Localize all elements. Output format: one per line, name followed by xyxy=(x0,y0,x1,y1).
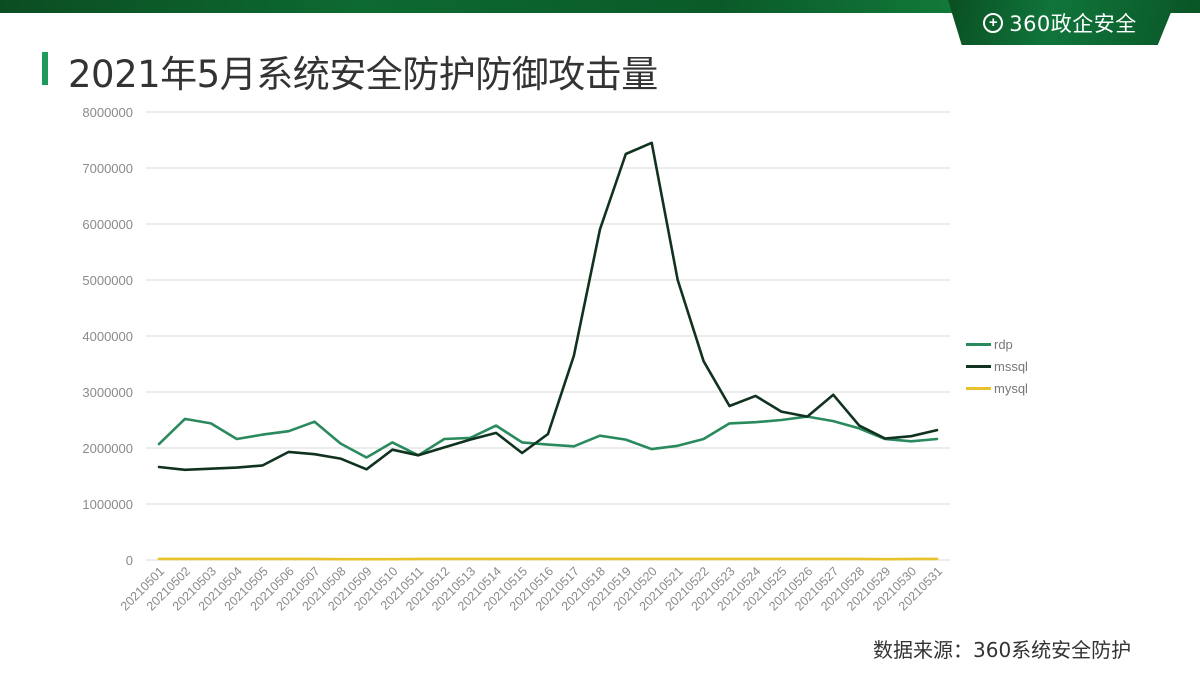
legend-item-rdp: rdp xyxy=(966,333,1028,355)
top-banner xyxy=(0,0,1200,13)
y-tick-label: 4000000 xyxy=(82,329,133,344)
page-title: 2021年5月系统安全防护防御攻击量 xyxy=(68,53,658,96)
y-tick-label: 3000000 xyxy=(82,385,133,400)
series-line-mssql xyxy=(157,141,939,472)
brand-name: 360政企安全 xyxy=(1009,11,1137,36)
legend-swatch-icon xyxy=(966,364,991,368)
legend-label: rdp xyxy=(994,336,1013,352)
brand-logo: + 360政企安全 xyxy=(948,0,1176,45)
title-accent-bar xyxy=(42,52,48,85)
legend-swatch-icon xyxy=(966,386,991,390)
legend-item-mssql: mssql xyxy=(966,355,1028,377)
y-tick-label: 8000000 xyxy=(82,105,133,120)
legend-label: mysql xyxy=(994,380,1028,396)
y-tick-label: 0 xyxy=(126,553,133,568)
plus-circle-logo-icon: + xyxy=(983,12,1004,33)
y-tick-label: 6000000 xyxy=(82,217,133,232)
series-line-rdp xyxy=(157,415,939,459)
y-tick-label: 7000000 xyxy=(82,161,133,176)
legend-item-mysql: mysql xyxy=(966,377,1028,399)
legend-label: mssql xyxy=(994,358,1028,374)
y-tick-label: 2000000 xyxy=(82,441,133,456)
legend-swatch-icon xyxy=(966,342,991,346)
y-tick-label: 1000000 xyxy=(82,497,133,512)
y-tick-label: 5000000 xyxy=(82,273,133,288)
chart-legend: rdp mssql mysql xyxy=(966,333,1028,399)
data-source-note: 数据来源：360系统安全防护 xyxy=(873,638,1132,662)
